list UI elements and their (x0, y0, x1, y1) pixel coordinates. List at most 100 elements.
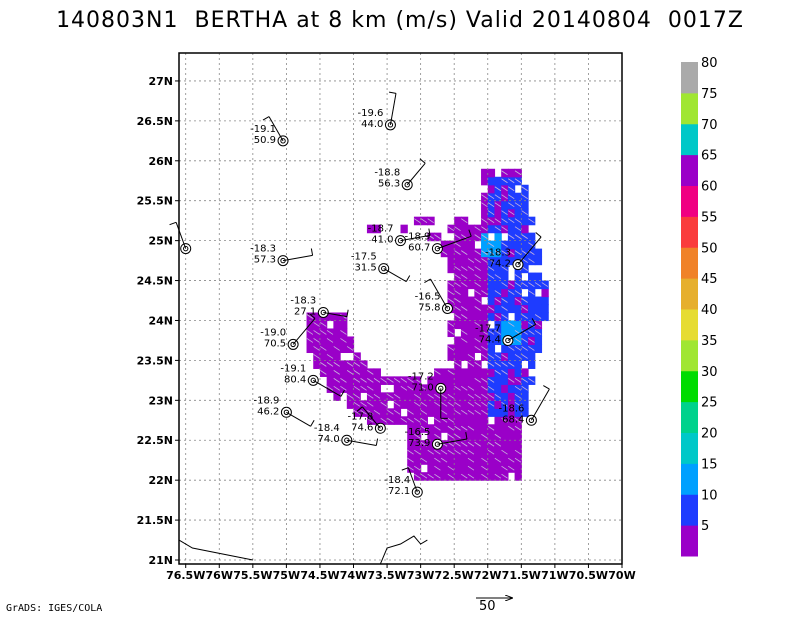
wind-vector (474, 322, 481, 327)
wind-cell (407, 432, 415, 441)
station-value: 50.9 (254, 135, 276, 146)
colorbar-label: 35 (701, 334, 718, 349)
wind-cell (507, 224, 516, 234)
wind-cell (507, 328, 516, 338)
wind-vector (380, 401, 387, 407)
wind-vector (508, 465, 515, 471)
wind-cell (333, 392, 341, 401)
wind-cell (481, 240, 489, 250)
wind-vector (501, 465, 508, 471)
wind-cell (507, 400, 516, 409)
wind-vector (387, 378, 394, 383)
wind-cell (507, 168, 516, 178)
wind-vector (393, 378, 401, 383)
wind-barb-flag (309, 313, 316, 319)
wind-vector (514, 170, 522, 176)
wind-barb-flag (535, 232, 542, 238)
wind-vector (454, 362, 461, 367)
wind-vector (360, 386, 367, 391)
wind-cell (407, 400, 415, 409)
wind-cell (460, 432, 469, 441)
wind-vector (454, 386, 461, 391)
wind-cell (494, 304, 502, 314)
station-temp: -17.2 (408, 371, 434, 382)
wind-vector (353, 401, 361, 407)
wind-vector (508, 202, 515, 208)
wind-cell (460, 416, 469, 425)
wind-vector (474, 441, 481, 447)
wind-vector (454, 250, 461, 255)
wind-vector (528, 330, 535, 335)
wind-cell (366, 224, 375, 234)
wind-cell (467, 232, 475, 242)
wind-vector (481, 202, 488, 208)
wind-cell (534, 272, 543, 282)
wind-barb-flag (405, 275, 411, 282)
wind-cell (521, 400, 529, 409)
wind-vector (380, 378, 387, 383)
colorbar-label: 30 (701, 365, 718, 380)
wind-vector (508, 218, 515, 224)
wind-cell (447, 408, 455, 417)
wind-cell (467, 376, 475, 385)
wind-cell (447, 384, 455, 393)
wind-cell (346, 336, 355, 346)
wind-cell (521, 392, 529, 401)
wind-vector (320, 370, 327, 375)
x-tick-label: 76W (206, 569, 233, 582)
y-tick-label: 22.5N (137, 434, 173, 447)
wind-cell (434, 408, 442, 417)
colorbar-swatch (681, 278, 698, 310)
wind-cell (528, 360, 536, 369)
station-marker: -17.774.4 (475, 318, 537, 346)
y-tick-label: 24N (148, 314, 173, 327)
wind-vector (461, 274, 468, 279)
wind-vector (494, 298, 502, 303)
wind-vector (494, 441, 502, 447)
wind-vector (521, 314, 528, 319)
colorbar-swatch (681, 339, 698, 372)
colorbar-swatch (681, 463, 698, 495)
station-temp: -17.5 (351, 252, 377, 263)
wind-cell (534, 336, 543, 346)
wind-vector (528, 282, 535, 287)
wind-cell (447, 264, 455, 274)
wind-vector (508, 194, 515, 200)
x-tick-label: 74.5W (300, 569, 339, 582)
wind-vector (494, 354, 502, 359)
station-temp: -19.1 (250, 124, 276, 135)
wind-barb-flag (543, 385, 550, 390)
wind-cell (454, 216, 462, 226)
wind-cell (501, 392, 509, 401)
wind-cell (474, 432, 482, 441)
wind-cell (481, 312, 489, 322)
wind-vector (501, 314, 508, 319)
wind-barb-shaft (407, 467, 418, 493)
station-value: 74.6 (351, 422, 373, 433)
wind-cell (413, 408, 422, 417)
wind-cell (481, 304, 489, 314)
wind-vector (528, 346, 535, 351)
wind-cell (507, 432, 516, 441)
wind-vector (487, 266, 495, 271)
wind-vector (487, 362, 495, 367)
wind-cell (333, 320, 341, 330)
wind-cell (440, 376, 449, 385)
wind-vector (514, 346, 522, 351)
wind-vector (508, 425, 515, 431)
wind-vector (474, 258, 481, 263)
wind-vector (420, 409, 428, 415)
wind-vector (487, 441, 495, 447)
wind-vector (434, 393, 441, 399)
wind-vector (508, 234, 515, 239)
wind-cell (507, 448, 516, 457)
station-marker: -19.644.0 (358, 91, 397, 131)
wind-vector (494, 274, 502, 279)
wind-cell (481, 320, 489, 330)
wind-speed-field (306, 168, 549, 481)
plot-frame (178, 52, 623, 565)
wind-vector (420, 425, 428, 431)
y-tick-label: 21.5N (137, 514, 173, 527)
wind-cell (319, 336, 328, 346)
wind-vector (447, 290, 455, 295)
